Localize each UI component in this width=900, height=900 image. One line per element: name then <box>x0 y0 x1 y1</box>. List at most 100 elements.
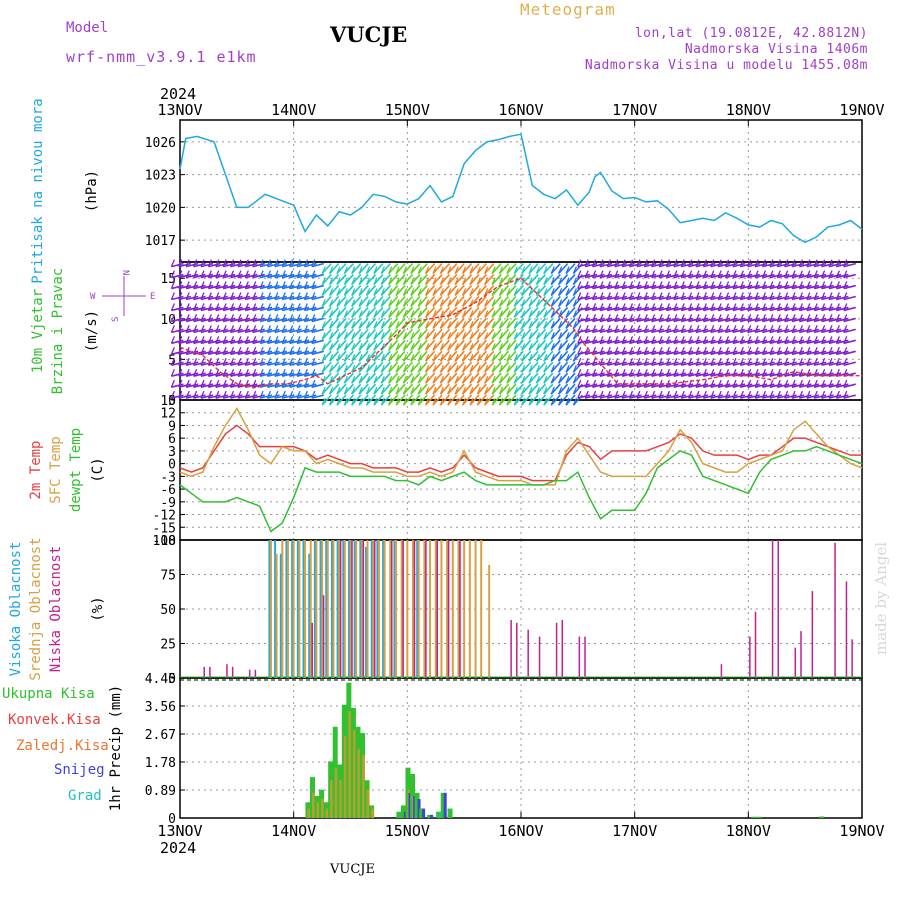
wind-barb <box>836 361 849 367</box>
wind-barb-flag <box>388 299 393 307</box>
wind-barb <box>417 295 428 308</box>
wind-barb-flag <box>636 303 641 311</box>
wind-barb-flag <box>200 259 205 267</box>
wind-barb-flag <box>229 292 235 300</box>
wind-barb <box>695 328 709 334</box>
wind-barb-flag <box>550 321 555 329</box>
wind-barb-flag <box>266 379 272 388</box>
wind-barb <box>558 350 569 362</box>
wind-barb-flag <box>336 375 341 384</box>
wind-barb <box>791 284 805 290</box>
wind-barb-flag <box>484 310 489 318</box>
wind-barb <box>814 284 827 290</box>
wind-barb-flag <box>528 354 533 362</box>
wind-barb <box>267 372 280 377</box>
wind-barb <box>432 383 443 395</box>
wind-barb-flag <box>252 336 257 344</box>
wind-barb-flag <box>528 364 533 373</box>
wind-barb-flag <box>543 266 548 274</box>
wind-barb <box>402 372 414 384</box>
wind-barb-flag <box>461 354 467 362</box>
wind-barb <box>607 262 620 268</box>
wind-barb-flag <box>702 325 707 333</box>
wind-barb-flag <box>665 281 671 289</box>
wind-barb-flag <box>178 325 183 333</box>
wind-barb <box>644 383 657 388</box>
wind-barb-flag <box>806 270 811 278</box>
wind-barb <box>584 383 598 388</box>
wind-barb <box>592 361 605 367</box>
wind-barb-flag <box>192 314 198 322</box>
wind-barb-flag <box>311 325 316 333</box>
wind-barb-flag <box>513 310 518 318</box>
wind-barb-flag <box>798 336 804 344</box>
wind-barb <box>577 295 590 301</box>
wind-barb-flag <box>484 386 489 395</box>
wind-barb-flag <box>222 347 227 355</box>
wind-barb-flag <box>784 303 789 311</box>
wind-barb-flag <box>724 325 730 333</box>
wind-barb <box>673 339 687 345</box>
wind-barb-flag <box>289 281 294 289</box>
wind-barb-flag <box>680 303 685 311</box>
wind-barb <box>358 317 369 329</box>
wind-barb <box>289 284 302 290</box>
wind-barb <box>380 306 391 318</box>
wind-barb <box>237 284 251 290</box>
wind-barb-flag <box>572 375 577 384</box>
wind-barb <box>695 394 709 399</box>
wind-barb <box>717 372 731 377</box>
precip-frozen-bar <box>352 729 356 818</box>
wind-barb-flag <box>447 310 452 318</box>
wind-barb <box>193 273 206 279</box>
wind-barb <box>762 383 775 388</box>
wind-barb-flag <box>558 354 563 362</box>
wind-barb-flag <box>843 281 848 289</box>
wind-barb-flag <box>410 277 415 285</box>
wind-barb-flag <box>484 288 489 296</box>
wind-barb-flag <box>621 379 626 388</box>
wind-barb-flag <box>521 364 526 373</box>
wind-barb <box>543 394 554 406</box>
wind-barb-flag <box>417 321 422 329</box>
wind-barb <box>454 383 465 395</box>
wind-barb <box>710 262 723 268</box>
wind-barb <box>267 273 280 279</box>
wind-barb <box>222 284 236 290</box>
wind-barb <box>828 262 842 268</box>
wind-barb-flag <box>577 292 582 300</box>
wind-barb-flag <box>665 368 671 377</box>
wind-barb <box>351 263 362 275</box>
wind-barb <box>336 295 347 308</box>
wind-barb <box>365 372 377 384</box>
wind-barb <box>784 350 797 356</box>
wind-barb-flag <box>651 259 656 267</box>
panel-frame-precip <box>179 677 863 819</box>
wind-barb-flag <box>222 303 227 311</box>
wind-barb-flag <box>528 299 533 307</box>
wind-barb-flag <box>192 357 198 366</box>
wind-barb <box>432 350 443 362</box>
compass-west: W <box>90 292 96 302</box>
wind-barb-flag <box>584 281 589 289</box>
wind-barb-flag <box>806 259 811 267</box>
wind-barb-flag <box>535 343 541 351</box>
wind-barb <box>762 339 775 345</box>
wind-barb <box>599 339 613 345</box>
wind-barb-flag <box>321 364 326 373</box>
wind-barb <box>695 372 709 377</box>
wind-barb <box>644 317 657 323</box>
wind-barb-flag <box>798 292 804 300</box>
wind-barb-flag <box>207 379 212 388</box>
wind-barb-flag <box>328 397 334 406</box>
wind-barb <box>806 372 820 377</box>
wind-barb <box>644 350 657 356</box>
wind-barb <box>821 306 834 312</box>
wind-barb <box>395 317 406 329</box>
wind-barb-flag <box>636 325 641 333</box>
wind-barb <box>607 328 620 334</box>
wind-barb <box>282 273 295 279</box>
wind-barb-flag <box>447 343 452 351</box>
wind-barb-flag <box>599 314 604 322</box>
wind-barb-flag <box>484 321 489 329</box>
